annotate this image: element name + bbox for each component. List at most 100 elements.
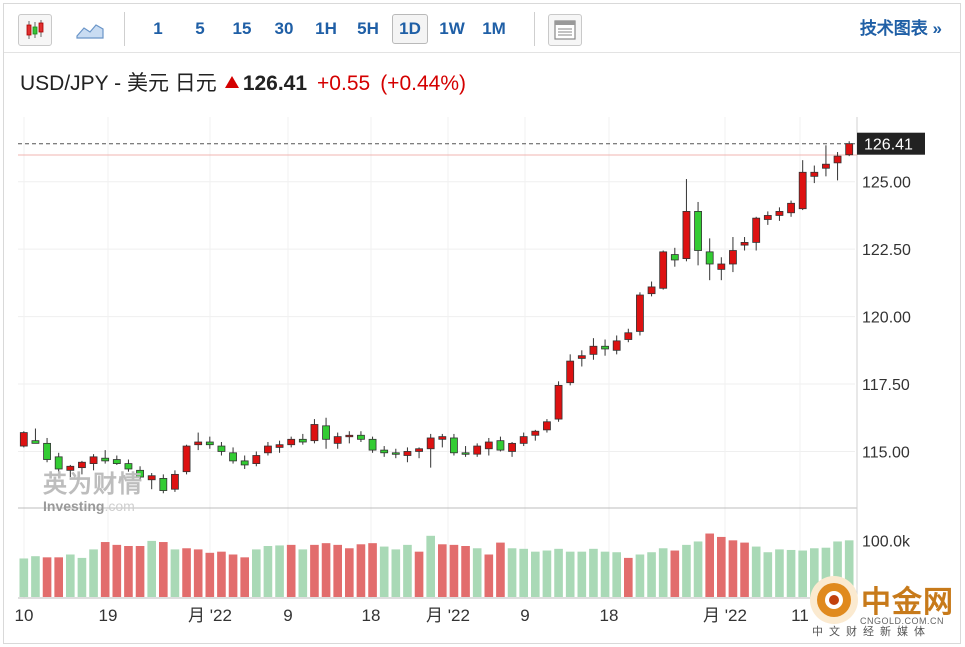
volume-bar — [263, 546, 273, 597]
candle-body — [717, 263, 726, 270]
candle-body — [508, 442, 516, 452]
candle-body — [287, 438, 296, 446]
price-tick-label: 122.50 — [862, 242, 911, 259]
current-price-tag — [857, 132, 925, 155]
watermark-en: Investing — [43, 498, 105, 514]
time-tick-label: 11 — [791, 606, 809, 625]
volume-bar — [426, 535, 435, 597]
volume-bar — [240, 557, 249, 597]
up-arrow-icon — [224, 76, 239, 88]
candle-body — [531, 430, 540, 436]
volume-bar — [705, 533, 714, 597]
time-tick-label: 月 '22 — [703, 606, 747, 625]
price-tick-label: 120.00 — [862, 310, 911, 327]
candlestick-icon[interactable] — [18, 14, 52, 46]
candle-body — [612, 340, 621, 351]
volume-bar — [147, 540, 156, 597]
candle-body — [101, 457, 110, 462]
timeframe-1[interactable]: 1 — [153, 19, 163, 38]
volume-bar — [368, 543, 377, 597]
candle-body — [31, 440, 40, 444]
volume-bar — [531, 551, 540, 597]
chart-widget — [3, 3, 961, 644]
technical-chart-link[interactable]: 技术图表 » — [859, 19, 942, 38]
volume-bar — [542, 550, 552, 597]
timeframe-1M[interactable]: 1M — [482, 19, 506, 38]
volume-bar — [135, 546, 145, 597]
candle-body — [147, 475, 156, 481]
candle-body — [740, 242, 749, 246]
volume-bar — [507, 548, 517, 597]
last-price: 126.41 — [242, 72, 308, 95]
price-change: +0.55 — [317, 72, 371, 95]
volume-bar — [612, 552, 621, 597]
candle-body — [322, 425, 330, 440]
volume-bar — [635, 554, 645, 597]
timeframe-5H[interactable]: 5H — [357, 19, 379, 38]
timeframe-15[interactable]: 15 — [232, 19, 252, 38]
candle-body — [461, 452, 470, 455]
candle-body — [729, 250, 737, 265]
candle-body — [694, 211, 702, 251]
volume-bar — [19, 558, 29, 597]
candle-body — [589, 345, 598, 355]
candle-body — [217, 445, 226, 452]
time-tick-label: 18 — [362, 606, 381, 625]
time-tick-label: 月 '22 — [188, 606, 232, 625]
volume-bar — [182, 548, 191, 597]
candle-body — [624, 332, 633, 340]
volume-bar — [658, 548, 668, 597]
candle-body — [333, 436, 342, 444]
volume-bar — [31, 556, 40, 597]
candle-body — [415, 448, 423, 452]
toolbar-divider — [534, 12, 535, 46]
candle-body — [543, 421, 551, 431]
candle-body — [670, 254, 679, 261]
candle-body — [89, 456, 98, 464]
candle-body — [682, 211, 691, 260]
timeframe-1D[interactable]: 1D — [392, 14, 428, 44]
candle-body — [636, 294, 644, 332]
candle-body — [357, 434, 365, 440]
candle-body — [112, 459, 121, 464]
volume-bar — [775, 549, 784, 597]
volume-bar — [124, 546, 133, 597]
logo-cn: 中金网 — [861, 585, 954, 620]
timeframe-1W[interactable]: 1W — [439, 19, 465, 38]
volume-bar — [391, 549, 401, 597]
volume-bar — [356, 544, 366, 597]
candle-body — [66, 465, 75, 471]
logo-tagline: 中文财经新媒体 — [812, 626, 931, 638]
volume-bar — [275, 545, 284, 597]
time-tick-label: 9 — [283, 606, 292, 625]
time-tick-label: 18 — [600, 606, 619, 625]
candle-body — [484, 441, 493, 450]
volume-bar — [170, 549, 180, 597]
volume-bar — [252, 549, 261, 597]
area-chart-icon[interactable] — [74, 14, 106, 44]
watermark-cn: 英为财情 — [43, 471, 143, 498]
candle-body — [194, 441, 203, 446]
candle-body — [566, 360, 575, 384]
volume-bar — [519, 548, 528, 597]
volume-bar — [112, 544, 122, 597]
candle-body — [229, 452, 237, 462]
volume-bar — [472, 548, 482, 597]
candle-body — [182, 445, 191, 473]
candle-body — [798, 171, 807, 210]
volume-bar — [565, 551, 575, 597]
panel-icon[interactable] — [548, 14, 582, 46]
timeframe-1H[interactable]: 1H — [315, 19, 337, 38]
candle-body — [391, 452, 400, 455]
candle-body — [19, 432, 28, 447]
candle-body — [647, 286, 656, 295]
volume-bar — [286, 544, 296, 597]
timeframe-30[interactable]: 30 — [274, 19, 294, 38]
price-tick-label: 115.00 — [862, 444, 910, 461]
timeframe-5[interactable]: 5 — [195, 19, 205, 38]
volume-bar — [461, 546, 470, 597]
volume-bar — [54, 557, 63, 597]
candle-body — [438, 436, 447, 440]
candle-body — [763, 215, 772, 220]
